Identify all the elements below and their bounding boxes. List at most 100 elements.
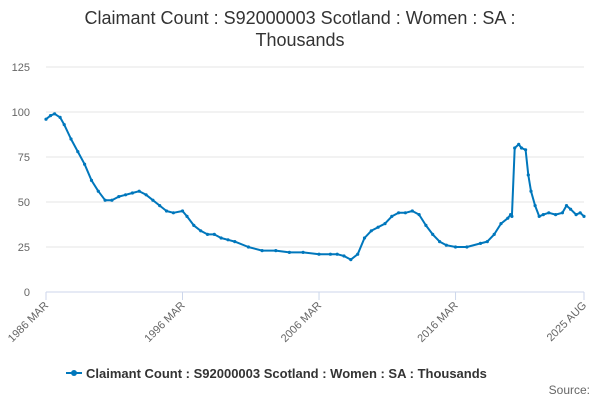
data-point[interactable]: [431, 232, 435, 236]
data-point[interactable]: [287, 250, 291, 254]
data-point[interactable]: [492, 232, 496, 236]
data-point[interactable]: [519, 146, 524, 150]
data-point[interactable]: [158, 204, 162, 208]
data-point[interactable]: [233, 240, 237, 244]
data-point[interactable]: [541, 213, 545, 217]
data-point[interactable]: [526, 173, 530, 177]
data-point[interactable]: [246, 245, 250, 249]
data-point[interactable]: [397, 211, 401, 215]
data-point[interactable]: [499, 222, 503, 226]
data-point[interactable]: [564, 204, 569, 208]
data-point[interactable]: [151, 198, 155, 202]
data-point[interactable]: [465, 245, 469, 249]
data-point[interactable]: [144, 193, 148, 197]
data-point[interactable]: [424, 223, 428, 227]
data-point[interactable]: [383, 222, 387, 226]
data-point[interactable]: [417, 213, 421, 217]
data-point[interactable]: [335, 252, 339, 256]
chart-title-line-1: Claimant Count : S92000003 Scotland : Wo…: [85, 8, 516, 28]
data-point[interactable]: [219, 236, 223, 240]
data-point[interactable]: [192, 223, 196, 227]
data-point[interactable]: [199, 229, 203, 233]
x-tick-label: 2006 MAR: [279, 300, 324, 345]
legend-label: Claimant Count : S92000003 Scotland : Wo…: [86, 366, 487, 381]
chart-title-line-2: Thousands: [255, 30, 344, 50]
data-point[interactable]: [260, 249, 264, 253]
x-axis: 1986 MAR 1996 MAR 2006 MAR 2016 MAR 2025 AUG: [6, 292, 589, 345]
data-point[interactable]: [513, 146, 517, 150]
data-point[interactable]: [48, 114, 53, 118]
data-point[interactable]: [328, 252, 332, 256]
data-point[interactable]: [410, 209, 414, 213]
data-point[interactable]: [349, 258, 353, 262]
data-point[interactable]: [69, 137, 73, 141]
data-point[interactable]: [478, 241, 483, 245]
data-point[interactable]: [89, 178, 94, 182]
data-point[interactable]: [130, 191, 134, 195]
data-point[interactable]: [517, 142, 521, 146]
x-tick-label: 2016 MAR: [415, 300, 460, 345]
data-point[interactable]: [569, 207, 573, 211]
data-point[interactable]: [376, 225, 380, 229]
y-tick-label: 125: [12, 62, 30, 74]
data-point[interactable]: [574, 213, 578, 217]
data-point[interactable]: [554, 213, 558, 217]
credits-text[interactable]: Source:: [549, 383, 590, 397]
grid-lines: [46, 66, 584, 248]
data-point[interactable]: [524, 148, 528, 152]
data-point[interactable]: [83, 162, 87, 166]
data-point[interactable]: [205, 232, 210, 236]
data-point[interactable]: [171, 211, 175, 215]
data-point[interactable]: [96, 189, 100, 193]
data-point[interactable]: [301, 250, 305, 254]
data-point[interactable]: [537, 214, 541, 218]
data-point[interactable]: [453, 245, 458, 249]
data-point[interactable]: [438, 240, 442, 244]
data-point[interactable]: [506, 216, 510, 220]
data-point[interactable]: [547, 211, 551, 215]
data-point[interactable]: [274, 249, 278, 253]
data-point[interactable]: [137, 189, 141, 193]
y-tick-label: 0: [24, 287, 30, 299]
data-point[interactable]: [582, 214, 586, 218]
x-tick-label: 1986 MAR: [6, 300, 51, 345]
data-point[interactable]: [44, 117, 48, 121]
data-point[interactable]: [53, 112, 57, 116]
data-point[interactable]: [560, 211, 565, 215]
data-point[interactable]: [362, 236, 367, 240]
data-point[interactable]: [356, 252, 360, 256]
y-axis: 0 25 50 75 100 125: [12, 62, 30, 299]
data-point[interactable]: [117, 195, 121, 199]
data-point[interactable]: [390, 214, 394, 218]
data-point[interactable]: [212, 232, 216, 236]
data-point[interactable]: [529, 189, 533, 193]
data-point[interactable]: [485, 240, 489, 244]
data-point[interactable]: [369, 229, 373, 233]
data-point[interactable]: [444, 243, 448, 247]
series-line-0[interactable]: [45, 112, 585, 261]
legend[interactable]: Claimant Count : S92000003 Scotland : Wo…: [66, 366, 487, 381]
data-point[interactable]: [103, 198, 107, 202]
data-point[interactable]: [226, 238, 230, 242]
x-tick-label: 1996 MAR: [142, 300, 187, 345]
data-point[interactable]: [76, 150, 80, 154]
data-point[interactable]: [58, 115, 62, 119]
legend-marker-symbol: [71, 370, 77, 376]
data-point[interactable]: [185, 214, 189, 218]
series-layer: [44, 112, 586, 262]
y-tick-label: 100: [12, 107, 30, 119]
data-point[interactable]: [510, 214, 514, 218]
data-point[interactable]: [110, 198, 114, 202]
data-point[interactable]: [180, 209, 185, 213]
y-tick-label: 25: [18, 242, 30, 254]
data-point[interactable]: [317, 252, 321, 256]
data-point[interactable]: [533, 204, 537, 208]
data-point[interactable]: [62, 123, 66, 127]
x-tick-label: 2025 AUG: [545, 300, 589, 344]
data-point[interactable]: [124, 193, 128, 197]
data-point[interactable]: [578, 211, 582, 215]
data-point[interactable]: [403, 211, 407, 215]
data-point[interactable]: [342, 254, 346, 258]
data-point[interactable]: [164, 209, 169, 213]
